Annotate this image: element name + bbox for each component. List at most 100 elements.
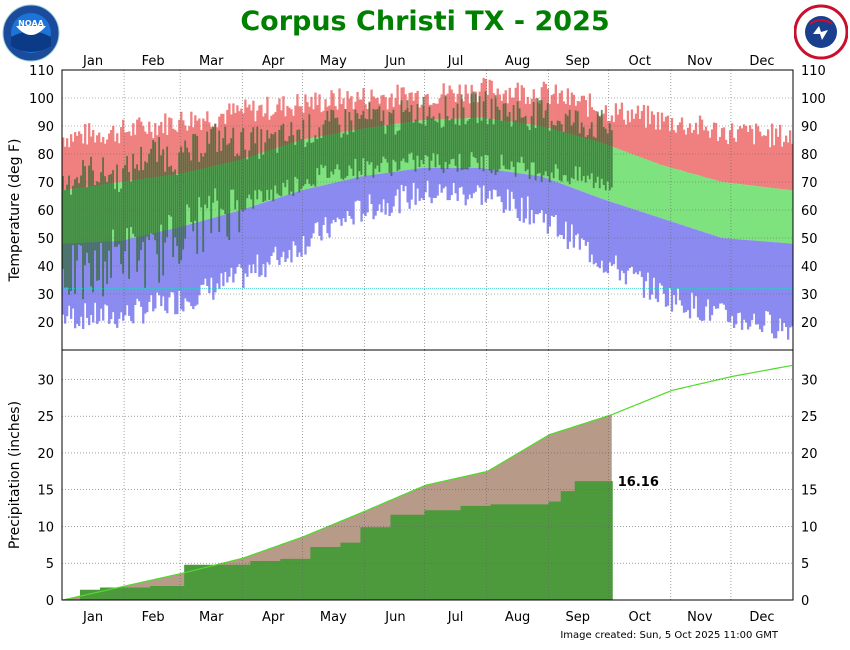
record-low-band-bar: [316, 186, 319, 223]
observed-day-bar: [266, 130, 269, 190]
record-high-band-bar: [248, 104, 251, 157]
observed-day-bar: [132, 153, 134, 234]
record-high-band-bar: [138, 117, 141, 180]
normal-range-bar: [738, 184, 742, 240]
normal-range-bar: [636, 156, 640, 211]
record-low-band-bar: [520, 173, 523, 198]
record-high-band-bar: [758, 131, 762, 187]
normal-range-bar: [692, 174, 696, 229]
observed-day-bar: [100, 172, 102, 243]
normal-range-bar: [618, 149, 622, 205]
observed-day-bar: [218, 130, 221, 233]
image-created-footer: Image created: Sun, 5 Oct 2025 11:00 GMT: [560, 630, 778, 641]
normal-range-bar: [730, 183, 734, 239]
observed-day-bar: [596, 111, 599, 177]
record-low-band-bar: [414, 168, 417, 205]
observed-day-bar: [304, 146, 307, 185]
record-low-band-bar: [776, 242, 780, 332]
record-high-band-bar: [236, 105, 239, 161]
normal-range-bar: [776, 188, 780, 243]
month-label-bottom: Jul: [447, 610, 464, 625]
record-low-band-bar: [272, 199, 275, 253]
record-high-band-bar: [66, 138, 69, 190]
record-low-band-bar: [692, 228, 696, 309]
record-high-band-bar: [74, 132, 77, 189]
record-low-band-bar: [86, 242, 89, 318]
observed-day-bar: [580, 122, 583, 181]
temp-ytick-left: 70: [37, 176, 54, 191]
record-low-band-bar: [462, 168, 465, 195]
record-low-band-bar: [80, 242, 83, 317]
record-low-band-bar: [690, 228, 694, 293]
record-high-band-bar: [778, 124, 782, 189]
record-high-band-bar: [572, 94, 576, 135]
observed-day-bar: [516, 101, 519, 163]
record-low-band-bar: [122, 240, 125, 321]
record-high-band-bar: [394, 98, 397, 125]
record-high-band-bar: [316, 105, 319, 138]
record-high-band-bar: [520, 85, 523, 124]
record-high-band-bar: [264, 113, 267, 152]
record-low-band-bar: [312, 187, 315, 234]
record-high-band-bar: [92, 129, 95, 187]
record-high-band-bar: [258, 105, 261, 154]
record-high-band-bar: [420, 104, 423, 121]
observed-day-bar: [200, 153, 203, 208]
normal-range-bar: [646, 159, 650, 214]
observed-day-bar: [320, 137, 323, 165]
observed-day-bar: [66, 184, 68, 288]
record-low-band-bar: [278, 197, 281, 265]
observed-day-bar: [212, 127, 215, 203]
record-low-band-bar: [386, 172, 389, 204]
record-low-band-bar: [648, 214, 652, 300]
record-low-band-bar: [610, 202, 614, 266]
normal-range-bar: [678, 170, 682, 225]
normal-range-bar: [746, 185, 750, 241]
record-low-band-bar: [604, 200, 608, 272]
record-low-band-bar: [766, 241, 770, 312]
record-high-band-bar: [116, 133, 119, 183]
normal-range-bar: [214, 165, 217, 218]
observed-day-bar: [528, 130, 531, 180]
record-high-band-bar: [408, 92, 411, 123]
observed-day-bar: [128, 172, 130, 279]
record-low-band-bar: [156, 232, 159, 293]
record-low-band-bar: [442, 168, 445, 189]
record-high-band-bar: [628, 122, 632, 154]
record-high-band-bar: [488, 79, 491, 119]
record-low-band-bar: [488, 169, 491, 191]
record-low-band-bar: [172, 228, 175, 293]
observed-day-bar: [314, 135, 317, 187]
record-low-band-bar: [544, 177, 547, 214]
record-high-band-bar: [570, 92, 573, 135]
record-high-band-bar: [768, 147, 772, 188]
precip-ytick-left: 15: [37, 484, 54, 499]
record-high-band-bar: [298, 106, 301, 141]
month-label-bottom: May: [320, 610, 347, 625]
record-low-band-bar: [452, 168, 455, 183]
normal-range-bar: [710, 179, 714, 235]
observed-day-bar: [160, 155, 163, 225]
record-high-band-bar: [246, 107, 249, 158]
record-high-band-bar: [652, 114, 656, 163]
observed-day-bar: [536, 98, 539, 174]
record-high-band-bar: [134, 134, 137, 181]
record-low-band-bar: [484, 168, 487, 203]
observed-day-bar: [462, 107, 465, 170]
record-high-band-bar: [310, 96, 313, 139]
record-high-band-bar: [640, 110, 644, 158]
record-high-band-bar: [636, 105, 640, 157]
normal-range-bar: [700, 176, 704, 232]
observed-day-bar: [430, 118, 433, 161]
record-high-band-bar: [694, 122, 698, 175]
record-high-band-bar: [552, 93, 555, 130]
record-high-band-bar: [136, 119, 139, 180]
record-high-band-bar: [432, 102, 435, 120]
record-low-band-bar: [218, 216, 221, 289]
observed-day-bar: [522, 117, 525, 164]
temp-ytick-left: 20: [37, 316, 54, 331]
record-high-band-bar: [176, 131, 179, 175]
observed-day-bar: [384, 133, 387, 159]
month-label-top: Mar: [199, 54, 224, 69]
record-low-band-bar: [324, 184, 327, 218]
